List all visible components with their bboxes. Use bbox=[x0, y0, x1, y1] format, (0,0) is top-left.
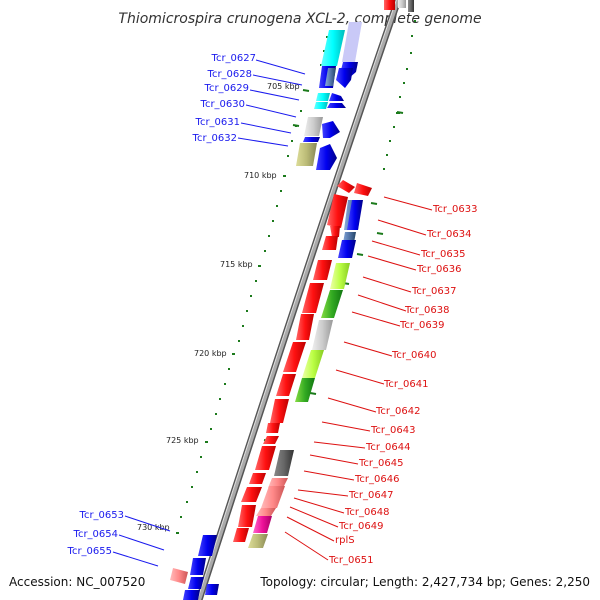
gene-tcr-0646[interactable] bbox=[274, 450, 294, 476]
gene-tcr-0651[interactable] bbox=[233, 528, 249, 542]
gene-tcr-0643[interactable] bbox=[266, 423, 280, 433]
gene-tcr-0639[interactable] bbox=[296, 314, 314, 340]
gene-label-tcr-0635[interactable]: Tcr_0635 bbox=[420, 249, 465, 260]
gene-label-tcr-0627[interactable]: Tcr_0627 bbox=[211, 53, 256, 64]
gene-label-tcr-0632[interactable]: Tcr_0632 bbox=[192, 133, 237, 144]
gene-tcr-0637[interactable] bbox=[313, 260, 332, 280]
genome-backbone bbox=[195, 0, 402, 600]
outer-dotted-track bbox=[383, 20, 416, 170]
gene-label-tcr-0631[interactable]: Tcr_0631 bbox=[195, 117, 240, 128]
kbp-label: 715 kbp bbox=[220, 260, 253, 269]
gene-label-tcr-0651[interactable]: Tcr_0651 bbox=[328, 555, 373, 566]
kbp-label: 730 kbp bbox=[137, 523, 170, 532]
gene-tcr-0654[interactable] bbox=[190, 558, 206, 575]
gene-label-tcr-0643[interactable]: Tcr_0643 bbox=[370, 425, 415, 436]
gene-label-tcr-0638[interactable]: Tcr_0638 bbox=[404, 305, 449, 316]
gene-tcr-0629[interactable] bbox=[316, 93, 330, 101]
gene-label-tcr-0648[interactable]: Tcr_0648 bbox=[344, 507, 389, 518]
gene-tcr-0627[interactable] bbox=[321, 30, 345, 66]
gene-label-tcr-0653[interactable]: Tcr_0653 bbox=[79, 510, 124, 521]
gene-label-tcr-0633[interactable]: Tcr_0633 bbox=[432, 204, 477, 215]
top-stub-genes bbox=[384, 0, 414, 12]
gene-tcr-0641[interactable] bbox=[276, 374, 296, 396]
topology-text: Topology: circular; Length: 2,427,734 bp… bbox=[259, 575, 590, 589]
gene-label-tcr-0646[interactable]: Tcr_0646 bbox=[354, 474, 399, 485]
inner-dotted-track bbox=[176, 36, 328, 534]
gene-tcr-0634[interactable] bbox=[327, 194, 348, 228]
gene-label-tcr-0641[interactable]: Tcr_0641 bbox=[383, 379, 428, 390]
gene-label-tcr-0629[interactable]: Tcr_0629 bbox=[204, 83, 249, 94]
gene-label-tcr-0628[interactable]: Tcr_0628 bbox=[207, 69, 252, 80]
kbp-label: 710 kbp bbox=[244, 171, 277, 180]
gene-rpls[interactable] bbox=[253, 516, 272, 533]
gene-tcr-0645[interactable] bbox=[255, 446, 276, 470]
gene-label-tcr-0647[interactable]: Tcr_0647 bbox=[348, 490, 393, 501]
forward-genes-lower bbox=[170, 535, 219, 600]
gene-label-tcr-0630[interactable]: Tcr_0630 bbox=[200, 99, 245, 110]
gene-label-rpls[interactable]: rplS bbox=[335, 535, 355, 546]
right-gene-label-text: Tcr_0633 Tcr_0634 Tcr_0635 Tcr_0636 Tcr_… bbox=[328, 204, 477, 566]
kbp-label: 725 kbp bbox=[166, 436, 199, 445]
gene-tcr-0647[interactable] bbox=[249, 473, 266, 484]
gene-label-tcr-0655[interactable]: Tcr_0655 bbox=[67, 546, 112, 557]
gene-tcr-0644[interactable] bbox=[263, 436, 279, 444]
gene-tcr-0653[interactable] bbox=[198, 535, 217, 556]
gene-label-tcr-0637[interactable]: Tcr_0637 bbox=[411, 286, 456, 297]
kbp-label: 705 kbp bbox=[267, 82, 300, 91]
gene-tcr-0633[interactable] bbox=[337, 180, 355, 193]
reverse-genes bbox=[233, 180, 372, 548]
right-gene-labels bbox=[284, 196, 433, 561]
kbp-label: 720 kbp bbox=[194, 349, 227, 358]
forward-genes-upper bbox=[296, 22, 362, 170]
gene-label-tcr-0640[interactable]: Tcr_0640 bbox=[391, 350, 436, 361]
gene-label-tcr-0644[interactable]: Tcr_0644 bbox=[365, 442, 410, 453]
gene-tcr-0636[interactable] bbox=[338, 240, 356, 258]
map-title: Thiomicrospira crunogena XCL-2, complete… bbox=[118, 11, 481, 27]
gene-tcr-0638[interactable] bbox=[302, 283, 324, 313]
gene-label-tcr-0634[interactable]: Tcr_0634 bbox=[426, 229, 471, 240]
gene-tcr-0655[interactable] bbox=[170, 568, 188, 584]
gene-tcr-0648[interactable] bbox=[241, 487, 262, 502]
gene-tcr-0649[interactable] bbox=[238, 505, 256, 527]
gene-tcr-0631[interactable] bbox=[304, 117, 323, 136]
accession-text: Accession: NC_007520 bbox=[9, 575, 145, 589]
gene-tcr-0640[interactable] bbox=[283, 342, 306, 372]
left-gene-labels: Tcr_0627 Tcr_0628 Tcr_0629 Tcr_0630 Tcr_… bbox=[67, 53, 306, 567]
gene-tcr-0630[interactable] bbox=[314, 102, 328, 109]
gene-label-tcr-0649[interactable]: Tcr_0649 bbox=[338, 521, 383, 532]
gene-label-tcr-0636[interactable]: Tcr_0636 bbox=[416, 264, 461, 275]
kbp-scale: 705 kbp 710 kbp 715 kbp 720 kbp 725 kbp … bbox=[137, 82, 300, 532]
gene-label-tcr-0642[interactable]: Tcr_0642 bbox=[375, 406, 420, 417]
gene-tcr-0632[interactable] bbox=[296, 143, 317, 166]
gene-label-tcr-0639[interactable]: Tcr_0639 bbox=[399, 320, 444, 331]
gene-label-tcr-0645[interactable]: Tcr_0645 bbox=[358, 458, 403, 469]
gene-label-tcr-0654[interactable]: Tcr_0654 bbox=[73, 529, 118, 540]
gene-tcr-0642[interactable] bbox=[270, 399, 289, 423]
